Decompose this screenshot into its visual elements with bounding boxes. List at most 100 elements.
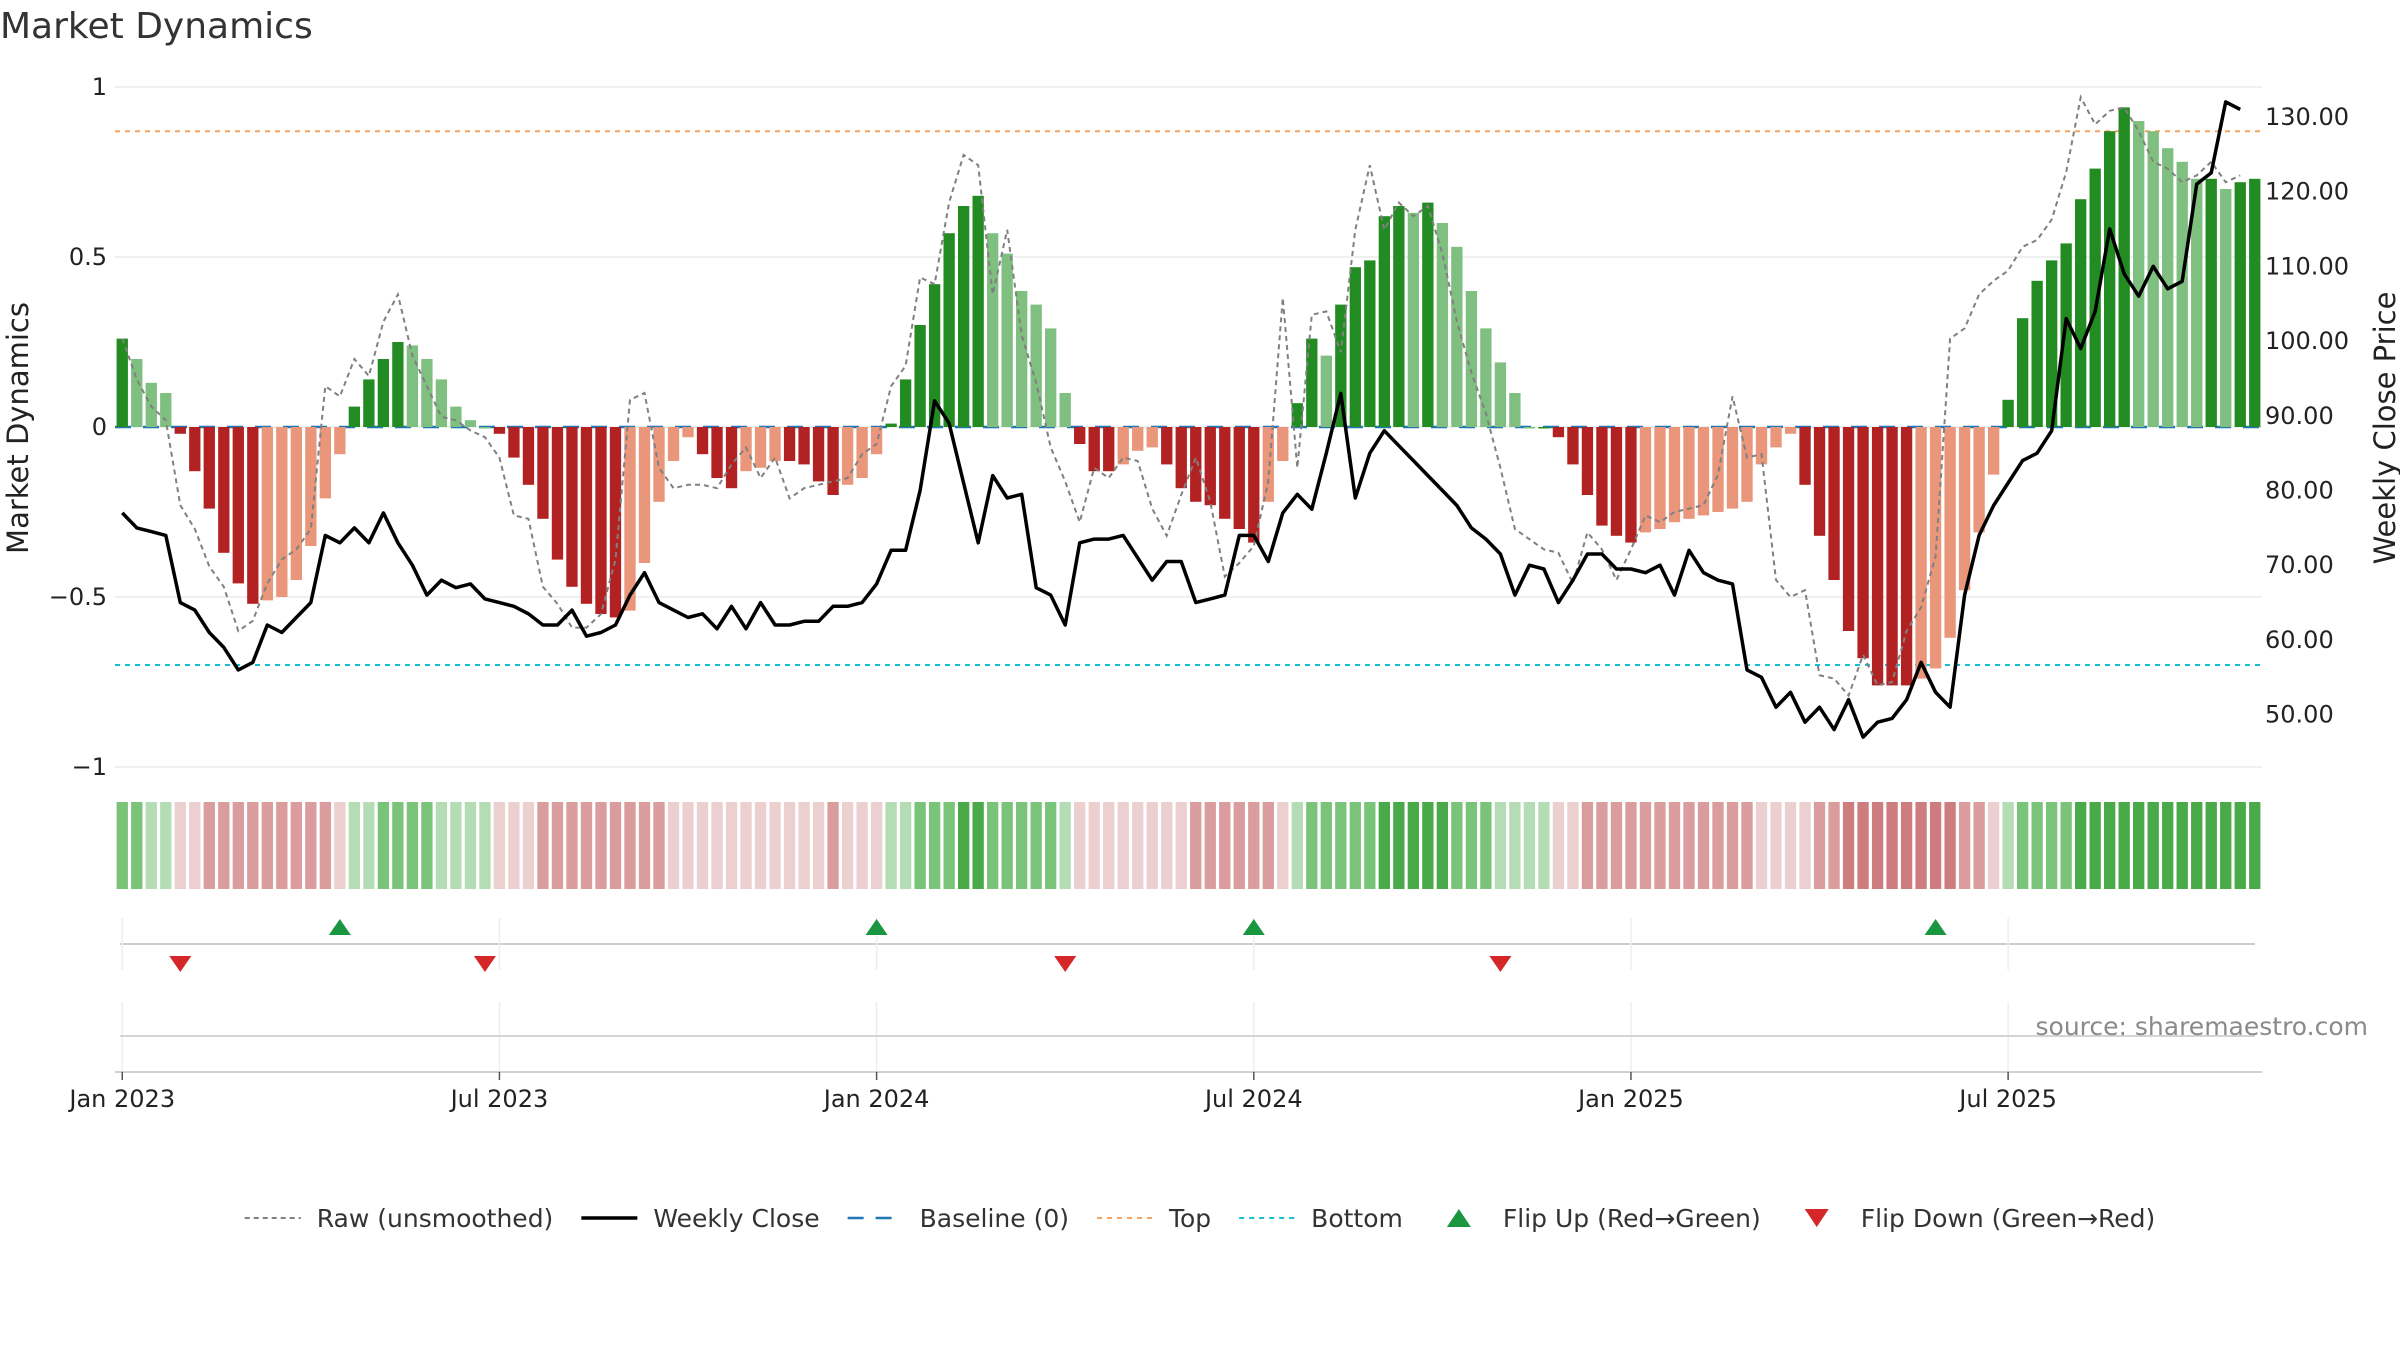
md-bar	[377, 359, 390, 427]
md-bar	[2089, 168, 2101, 427]
regime-cell	[1146, 802, 1158, 889]
regime-cell	[1175, 802, 1187, 889]
regime-cell	[1784, 802, 1797, 889]
regime-cell	[189, 802, 201, 889]
legend-label: Flip Up (Red→Green)	[1503, 1204, 1761, 1233]
regime-cell	[1480, 802, 1492, 889]
md-bar	[696, 427, 709, 455]
md-bar	[885, 423, 897, 427]
md-bar	[1784, 427, 1797, 434]
md-bar	[1436, 223, 1449, 427]
md-bar	[276, 427, 288, 597]
regime-cell	[1538, 802, 1550, 889]
md-bar	[725, 427, 738, 489]
regime-cell	[1059, 802, 1071, 889]
legend-label: Raw (unsmoothed)	[317, 1204, 554, 1233]
flip-up-marker	[328, 919, 351, 935]
legend-item: Raw (unsmoothed)	[244, 1204, 554, 1233]
regime-cell	[537, 802, 549, 889]
regime-cell	[682, 802, 694, 889]
md-bar	[2031, 280, 2043, 427]
md-bar	[2060, 243, 2072, 427]
legend-item: Top	[1096, 1204, 1211, 1233]
regime-cell	[1349, 802, 1361, 889]
md-bar	[1610, 427, 1623, 536]
bars	[116, 107, 2261, 686]
md-bar	[566, 427, 578, 587]
regime-cell	[1886, 802, 1898, 889]
md-bar	[1465, 291, 1478, 427]
regime-cell	[1016, 802, 1028, 889]
md-bar	[899, 379, 912, 427]
regime-cell	[1523, 802, 1536, 889]
regime-cell	[1944, 802, 1956, 889]
regime-cell	[1306, 802, 1318, 889]
md-bar	[1320, 355, 1332, 427]
legend-item: Weekly Close	[581, 1204, 820, 1233]
regime-cell	[1639, 802, 1652, 889]
regime-cell	[1915, 802, 1927, 889]
md-bar	[406, 345, 419, 427]
regime-cell	[363, 802, 375, 889]
md-bar	[1639, 427, 1652, 533]
md-bar	[1886, 427, 1898, 686]
md-bar	[508, 427, 520, 458]
regime-cell	[2002, 802, 2014, 889]
regime-cell	[870, 802, 883, 889]
raw-series-line	[121, 94, 2241, 698]
regime-cell	[957, 802, 970, 889]
regime-cell	[1726, 802, 1739, 889]
regime-cell	[928, 802, 941, 889]
regime-cell	[1871, 802, 1884, 889]
md-bar	[1538, 427, 1550, 429]
md-bar	[450, 406, 462, 427]
md-bar	[203, 427, 215, 509]
md-bar	[1697, 427, 1710, 516]
md-bar	[1204, 427, 1216, 506]
md-bar	[943, 233, 955, 427]
md-bar	[1654, 427, 1666, 529]
md-bar	[551, 427, 564, 560]
md-bar	[1175, 427, 1187, 489]
regime-cell	[203, 802, 215, 889]
regime-cell	[1378, 802, 1390, 889]
regime-cell	[1799, 802, 1811, 889]
md-bar	[1132, 427, 1144, 451]
x-tick-label: Jan 2023	[67, 1085, 175, 1113]
regime-cell	[943, 802, 955, 889]
regime-cell	[1030, 802, 1042, 889]
md-bar	[754, 427, 767, 468]
md-bar	[493, 427, 506, 434]
regime-cell	[624, 802, 636, 889]
md-bar	[987, 233, 999, 427]
md-bar	[1335, 304, 1347, 427]
md-bar	[232, 427, 244, 584]
md-bar	[537, 427, 549, 519]
regime-cell	[1436, 802, 1449, 889]
md-bar	[1045, 328, 1057, 427]
y2-tick-label: 50.00	[2265, 701, 2334, 729]
md-bar	[609, 427, 622, 618]
y-tick-label: −0.5	[49, 583, 107, 611]
regime-cell	[1581, 802, 1594, 889]
flip-up-marker	[1924, 919, 1947, 935]
regime-cell	[131, 802, 143, 889]
regime-cell	[1552, 802, 1565, 889]
md-bar	[914, 325, 926, 427]
md-bar	[174, 427, 186, 434]
regime-cell	[1625, 802, 1637, 889]
md-bar	[667, 427, 680, 461]
md-bar	[595, 427, 607, 614]
md-bar	[1900, 427, 1913, 686]
md-bar	[348, 406, 361, 427]
regime-strip	[116, 802, 2261, 889]
md-bar	[1451, 246, 1463, 427]
regime-cell	[2205, 802, 2217, 889]
md-bar	[2147, 131, 2159, 427]
legend-item: Baseline (0)	[847, 1204, 1069, 1233]
regime-cell	[2147, 802, 2159, 889]
regime-cell	[653, 802, 665, 889]
md-bar	[1509, 393, 1521, 427]
md-bar	[1480, 328, 1492, 427]
